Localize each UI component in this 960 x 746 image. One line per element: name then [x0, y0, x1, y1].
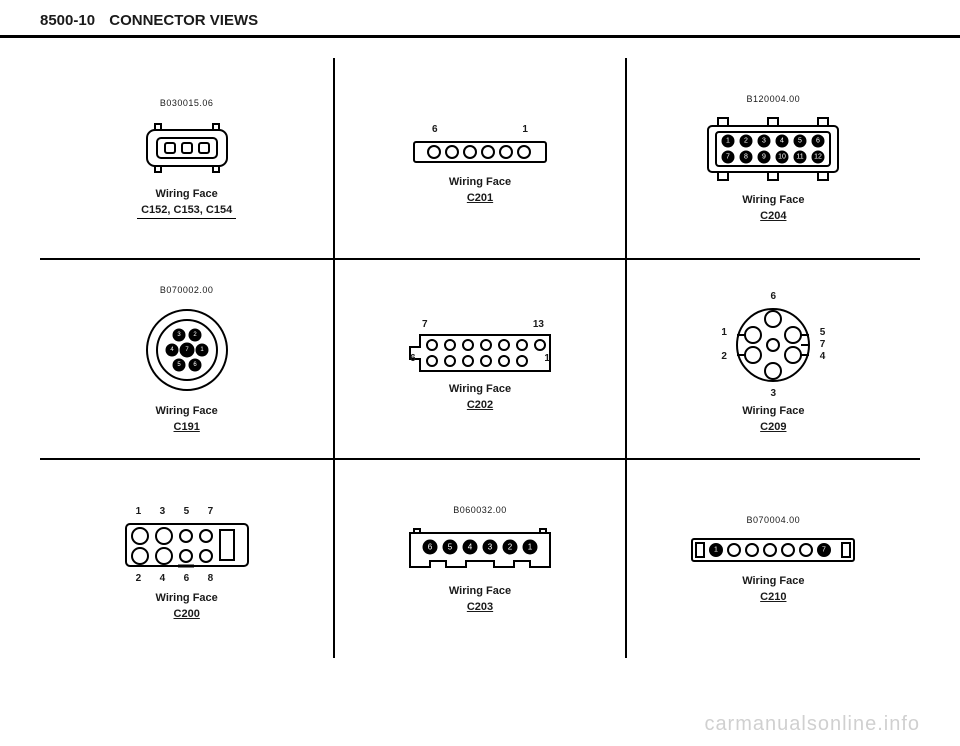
caption: Wiring Face — [449, 383, 511, 395]
connector-drawing: 123 456 789 101112 — [698, 114, 848, 184]
caption: Wiring Face — [449, 176, 511, 188]
connector-id: C210 — [756, 591, 790, 603]
svg-text:12: 12 — [814, 154, 822, 161]
svg-text:9: 9 — [762, 154, 766, 161]
pin-label: 6 — [771, 291, 777, 302]
page-title: CONNECTOR VIEWS — [109, 12, 258, 29]
caption: Wiring Face — [742, 405, 804, 417]
part-number: B070002.00 — [160, 285, 214, 295]
connector-drawing: 7 32 41 56 — [142, 305, 232, 395]
svg-text:6: 6 — [428, 543, 433, 552]
connector-id: C203 — [463, 601, 497, 613]
svg-text:10: 10 — [778, 154, 786, 161]
caption: Wiring Face — [156, 188, 218, 200]
part-number: B120004.00 — [747, 94, 801, 104]
connector-id: C204 — [756, 210, 790, 222]
caption: Wiring Face — [156, 592, 218, 604]
watermark: carmanualsonline.info — [704, 713, 920, 736]
connector-id: C191 — [170, 421, 204, 433]
cell-c191: B070002.00 7 32 41 56 Wiring Face — [40, 258, 333, 458]
pin-label: 5 — [820, 327, 826, 338]
svg-text:1: 1 — [726, 138, 730, 145]
cell-c209: 6 3 1 2 5 7 4 Wiring Face C209 — [627, 258, 920, 458]
part-number: B070004.00 — [747, 515, 801, 525]
pin-label: 6 — [432, 124, 438, 135]
pin-label: 2 — [136, 573, 142, 584]
pin-label: 5 — [184, 506, 190, 517]
connector-id: C200 — [170, 608, 204, 620]
svg-text:5: 5 — [798, 138, 802, 145]
connector-drawing: 6 1 — [410, 138, 550, 166]
cell-c200: 1 3 5 7 2 4 6 8 Wiring Face C200 — [40, 458, 333, 658]
pin-label: 8 — [208, 573, 214, 584]
caption: Wiring Face — [156, 405, 218, 417]
cell-c203: B060032.00 6 5 4 3 2 1 Wiring Face C203 — [333, 458, 626, 658]
svg-text:8: 8 — [744, 154, 748, 161]
caption: Wiring Face — [742, 575, 804, 587]
pin-label: 4 — [160, 573, 166, 584]
connector-drawing: 7 13 6 1 — [400, 333, 560, 373]
cell-c202: 7 13 6 1 Wiring Face C202 — [333, 258, 626, 458]
pin-label: 6 — [410, 353, 416, 364]
svg-text:11: 11 — [797, 154, 804, 161]
pin-label: 7 — [422, 319, 428, 330]
svg-text:3: 3 — [488, 543, 493, 552]
cell-c204: B120004.00 123 456 789 101112 — [627, 58, 920, 258]
pin-label: 3 — [771, 388, 777, 399]
pin-label: 7 — [820, 339, 826, 350]
part-number: B060032.00 — [453, 505, 507, 515]
connector-id: C209 — [756, 421, 790, 433]
connector-drawing: 6 3 1 2 5 7 4 — [733, 305, 813, 385]
section-number: 8500-10 — [40, 12, 95, 29]
svg-text:7: 7 — [822, 547, 826, 554]
svg-text:4: 4 — [780, 138, 784, 145]
caption: Wiring Face — [449, 585, 511, 597]
svg-text:5: 5 — [448, 543, 453, 552]
svg-text:6: 6 — [816, 138, 820, 145]
connector-drawing: 6 5 4 3 2 1 — [400, 525, 560, 575]
pin-label: 1 — [544, 353, 550, 364]
connector-grid: B030015.06 Wiring Face C152, C153, C154 … — [40, 58, 920, 658]
svg-text:1: 1 — [528, 543, 533, 552]
svg-text:4: 4 — [468, 543, 473, 552]
page-header: 8500-10 CONNECTOR VIEWS — [0, 0, 960, 38]
pin-label: 6 — [184, 573, 190, 584]
svg-text:1: 1 — [714, 547, 718, 554]
cell-c210: B070004.00 17 Wiring Face C210 — [627, 458, 920, 658]
pin-label: 7 — [208, 506, 214, 517]
svg-text:2: 2 — [744, 138, 748, 145]
svg-text:3: 3 — [762, 138, 766, 145]
pin-label: 1 — [721, 327, 727, 338]
pin-label: 13 — [533, 319, 544, 330]
connector-id: C202 — [463, 399, 497, 411]
svg-text:7: 7 — [726, 154, 730, 161]
part-number: B030015.06 — [160, 98, 214, 108]
pin-label: 3 — [160, 506, 166, 517]
cell-c201: 6 1 Wiring Face C201 — [333, 58, 626, 258]
pin-label: 2 — [721, 351, 727, 362]
svg-text:2: 2 — [508, 543, 513, 552]
connector-id: C201 — [463, 192, 497, 204]
pin-label: 1 — [136, 506, 142, 517]
caption: Wiring Face — [742, 194, 804, 206]
connector-drawing — [137, 118, 237, 178]
pin-label: 4 — [820, 351, 826, 362]
pin-label: 1 — [522, 124, 528, 135]
connector-id: C152, C153, C154 — [137, 204, 236, 219]
connector-drawing: 17 — [688, 535, 858, 565]
connector-drawing: 1 3 5 7 2 4 6 8 — [122, 520, 252, 570]
cell-c152: B030015.06 Wiring Face C152, C153, C154 — [40, 58, 333, 258]
